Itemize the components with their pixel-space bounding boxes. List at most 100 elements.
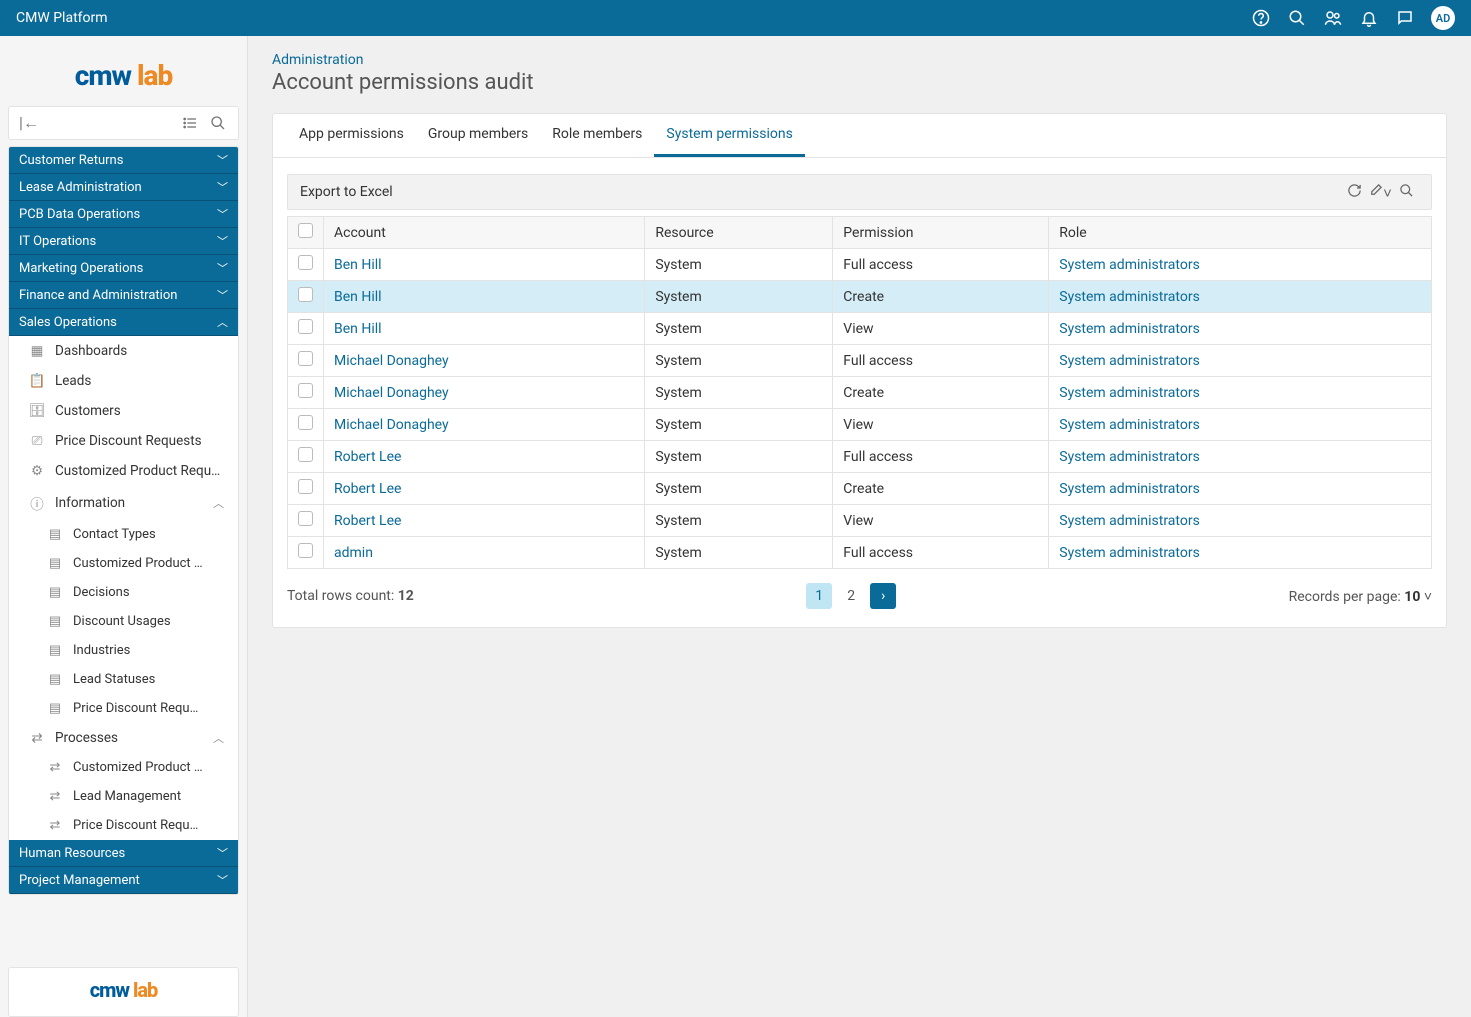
sidebar-subitem[interactable]: ▤Industries xyxy=(9,636,238,665)
col-account[interactable]: Account xyxy=(324,217,645,249)
cell-resource: System xyxy=(645,249,833,281)
sidebar-item-custom-product[interactable]: ⚙Customized Product Requ… xyxy=(9,456,238,486)
row-checkbox[interactable] xyxy=(298,255,313,270)
module-sales-operations[interactable]: Sales Operations ︿ xyxy=(9,309,238,336)
sidebar-subitem[interactable]: ▤Customized Product … xyxy=(9,549,238,578)
table-row[interactable]: Robert LeeSystemFull accessSystem admini… xyxy=(288,441,1432,473)
table-row[interactable]: Michael DonagheySystemCreateSystem admin… xyxy=(288,377,1432,409)
row-checkbox[interactable] xyxy=(298,287,313,302)
cell-role[interactable]: System administrators xyxy=(1049,249,1432,281)
sidebar-footer-logo: cmw lab xyxy=(8,967,239,1017)
module-pcb-data-operations[interactable]: PCB Data Operations﹀ xyxy=(9,201,238,228)
row-checkbox[interactable] xyxy=(298,543,313,558)
cell-resource: System xyxy=(645,505,833,537)
table-row[interactable]: Robert LeeSystemCreateSystem administrat… xyxy=(288,473,1432,505)
row-checkbox[interactable] xyxy=(298,511,313,526)
sidebar-item-customers[interactable]: 🗄Customers xyxy=(9,396,238,426)
table-row[interactable]: Ben HillSystemViewSystem administrators xyxy=(288,313,1432,345)
page-2[interactable]: 2 xyxy=(838,583,864,609)
col-permission[interactable]: Permission xyxy=(833,217,1049,249)
cell-role[interactable]: System administrators xyxy=(1049,409,1432,441)
table-row[interactable]: adminSystemFull accessSystem administrat… xyxy=(288,537,1432,569)
records-per-page[interactable]: Records per page: 10 ˅ xyxy=(1289,588,1432,605)
sidebar-search-icon[interactable] xyxy=(204,109,232,137)
list-icon[interactable] xyxy=(176,109,204,137)
sidebar-item-price-discount[interactable]: ⎚Price Discount Requests xyxy=(9,426,238,456)
module-list: Customer Returns﹀Lease Administration﹀PC… xyxy=(8,146,239,895)
sidebar-group-processes[interactable]: ⇄Processes ︿ xyxy=(9,723,238,753)
sidebar-item-leads[interactable]: 📋Leads xyxy=(9,366,238,396)
cell-role[interactable]: System administrators xyxy=(1049,377,1432,409)
sidebar-subitem[interactable]: ⇄Lead Management xyxy=(9,782,238,811)
cell-account[interactable]: Michael Donaghey xyxy=(324,377,645,409)
table-row[interactable]: Ben HillSystemFull accessSystem administ… xyxy=(288,249,1432,281)
select-all-checkbox[interactable] xyxy=(298,223,313,238)
module-it-operations[interactable]: IT Operations﹀ xyxy=(9,228,238,255)
module-customer-returns[interactable]: Customer Returns﹀ xyxy=(9,147,238,174)
cell-role[interactable]: System administrators xyxy=(1049,313,1432,345)
sidebar-subitem[interactable]: ▤Discount Usages xyxy=(9,607,238,636)
cell-account[interactable]: Ben Hill xyxy=(324,281,645,313)
table-row[interactable]: Michael DonagheySystemFull accessSystem … xyxy=(288,345,1432,377)
module-marketing-operations[interactable]: Marketing Operations﹀ xyxy=(9,255,238,282)
row-checkbox[interactable] xyxy=(298,447,313,462)
cell-account[interactable]: Robert Lee xyxy=(324,505,645,537)
tab-app-permissions[interactable]: App permissions xyxy=(287,114,416,157)
edit-icon[interactable]: ˅ xyxy=(1367,183,1393,202)
sidebar-subitem[interactable]: ▤Contact Types xyxy=(9,520,238,549)
module-lease-administration[interactable]: Lease Administration﹀ xyxy=(9,174,238,201)
users-icon[interactable] xyxy=(1315,0,1351,36)
cell-account[interactable]: Ben Hill xyxy=(324,313,645,345)
tab-role-members[interactable]: Role members xyxy=(540,114,654,157)
help-icon[interactable] xyxy=(1243,0,1279,36)
cell-account[interactable]: Ben Hill xyxy=(324,249,645,281)
cell-resource: System xyxy=(645,377,833,409)
cell-role[interactable]: System administrators xyxy=(1049,281,1432,313)
cell-role[interactable]: System administrators xyxy=(1049,537,1432,569)
col-role[interactable]: Role xyxy=(1049,217,1432,249)
sidebar-item-dashboards[interactable]: ▦Dashboards xyxy=(9,336,238,366)
page-1[interactable]: 1 xyxy=(806,583,832,609)
module-finance-and-administration[interactable]: Finance and Administration﹀ xyxy=(9,282,238,309)
chevron-down-icon: ﹀ xyxy=(217,152,228,168)
bell-icon[interactable] xyxy=(1351,0,1387,36)
cell-account[interactable]: Robert Lee xyxy=(324,473,645,505)
table-row[interactable]: Michael DonagheySystemViewSystem adminis… xyxy=(288,409,1432,441)
search-icon[interactable] xyxy=(1279,0,1315,36)
grid-search-icon[interactable] xyxy=(1393,183,1419,202)
chat-icon[interactable] xyxy=(1387,0,1423,36)
cell-role[interactable]: System administrators xyxy=(1049,345,1432,377)
cell-resource: System xyxy=(645,441,833,473)
module-project-management[interactable]: Project Management﹀ xyxy=(9,867,238,894)
breadcrumb-admin[interactable]: Administration xyxy=(272,52,363,68)
module-human-resources[interactable]: Human Resources﹀ xyxy=(9,840,238,867)
export-excel-button[interactable]: Export to Excel xyxy=(300,184,393,200)
col-resource[interactable]: Resource xyxy=(645,217,833,249)
tab-system-permissions[interactable]: System permissions xyxy=(654,114,804,157)
table-row[interactable]: Ben HillSystemCreateSystem administrator… xyxy=(288,281,1432,313)
row-checkbox[interactable] xyxy=(298,383,313,398)
cell-role[interactable]: System administrators xyxy=(1049,505,1432,537)
avatar[interactable]: AD xyxy=(1431,6,1455,30)
sidebar-group-information[interactable]: ⓘInformation ︿ xyxy=(9,486,238,520)
cell-account[interactable]: admin xyxy=(324,537,645,569)
table-row[interactable]: Robert LeeSystemViewSystem administrator… xyxy=(288,505,1432,537)
cell-account[interactable]: Michael Donaghey xyxy=(324,345,645,377)
refresh-icon[interactable] xyxy=(1341,183,1367,202)
cell-account[interactable]: Robert Lee xyxy=(324,441,645,473)
sidebar-subitem[interactable]: ▤Price Discount Requ… xyxy=(9,694,238,723)
sidebar-subitem[interactable]: ⇄Customized Product … xyxy=(9,753,238,782)
row-checkbox[interactable] xyxy=(298,479,313,494)
row-checkbox[interactable] xyxy=(298,351,313,366)
tab-group-members[interactable]: Group members xyxy=(416,114,540,157)
cell-role[interactable]: System administrators xyxy=(1049,441,1432,473)
page-next[interactable]: › xyxy=(870,583,896,609)
row-checkbox[interactable] xyxy=(298,319,313,334)
cell-role[interactable]: System administrators xyxy=(1049,473,1432,505)
row-checkbox[interactable] xyxy=(298,415,313,430)
cell-account[interactable]: Michael Donaghey xyxy=(324,409,645,441)
sidebar-subitem[interactable]: ▤Lead Statuses xyxy=(9,665,238,694)
sidebar-subitem[interactable]: ⇄Price Discount Requ… xyxy=(9,811,238,840)
sidebar-subitem[interactable]: ▤Decisions xyxy=(9,578,238,607)
collapse-icon[interactable]: |← xyxy=(15,109,43,137)
